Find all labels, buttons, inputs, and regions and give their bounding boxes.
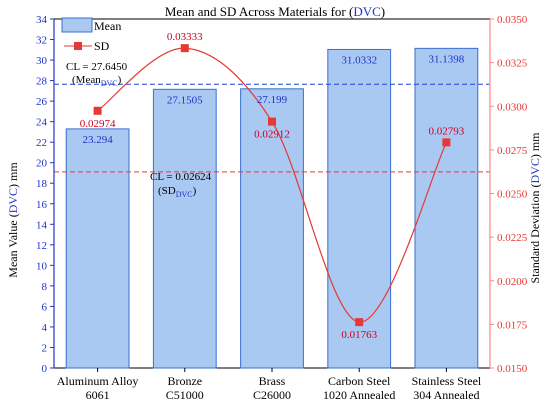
- cl-sd-label-line1: CL = 0.02624: [150, 171, 212, 183]
- control-lines: [54, 83, 490, 173]
- cl-sd-label-sub: DVC: [176, 190, 193, 199]
- bar-data-label: 27.1505: [167, 94, 203, 106]
- sd-marker: [93, 106, 102, 115]
- sd-curve: [97, 47, 447, 323]
- y-left-tick-label: 0: [42, 363, 48, 375]
- y-right-tick-label: 0.0175: [497, 319, 528, 331]
- bar-mean: [65, 128, 130, 369]
- y-left-tick-label: 26: [36, 96, 48, 108]
- y-right-tick-label: 0.0300: [497, 101, 528, 113]
- bar-mean: [240, 88, 304, 369]
- x-tick-label: Stainless Steel: [412, 374, 482, 388]
- y-right-title-highlight: DVC: [528, 158, 542, 183]
- y-right-tick-label: 0.0250: [497, 189, 528, 201]
- y-axis-right-title: Standard Deviation (DVC) mm: [528, 132, 542, 284]
- sd-data-label: 0.01763: [341, 329, 377, 341]
- sd-series: [93, 44, 451, 327]
- y-left-tick-label: 6: [42, 301, 48, 313]
- axes: 02468101214161820222426283032340.01500.0…: [36, 14, 528, 402]
- x-tick-label: Brass: [259, 374, 286, 388]
- y-right-tick-label: 0.0150: [497, 363, 528, 375]
- x-tick-label-line2: C51000: [166, 388, 204, 402]
- sd-marker: [268, 117, 276, 126]
- x-tick-label: Carbon Steel: [328, 374, 391, 388]
- legend: Mean SD: [61, 17, 121, 53]
- bar-mean: [327, 48, 392, 369]
- data-labels: 23.294 27.1505 27.199 31.0332 31.1398 0.02974…: [80, 31, 465, 341]
- y-left-tick-label: 8: [42, 281, 48, 293]
- y-left-tick-label: 32: [36, 35, 47, 47]
- control-line-annotations: CL = 27.6450 (MeanDVC) CL = 0.02624 (SDD…: [66, 61, 212, 199]
- chart-title-pre: Mean and SD Across Materials for (: [165, 4, 353, 19]
- cl-mean-label-line2: (MeanDVC): [72, 74, 122, 88]
- sd-marker: [442, 138, 451, 147]
- y-right-title-post: ) mm: [528, 132, 542, 158]
- y-left-tick-label: 34: [36, 14, 48, 26]
- y-left-tick-label: 18: [36, 178, 48, 190]
- x-tick-label: Bronze: [167, 374, 202, 388]
- y-left-title-pre: Mean Value (: [6, 213, 20, 277]
- y-left-tick-label: 30: [36, 55, 48, 67]
- sd-data-label: 0.02974: [80, 118, 116, 130]
- cl-mean-label-end: ): [118, 74, 122, 86]
- legend-mean-swatch: [61, 17, 93, 33]
- x-tick-label: Aluminum Alloy: [57, 374, 139, 388]
- y-left-tick-label: 2: [42, 342, 48, 354]
- x-tick-label-line2: 6061: [86, 388, 110, 402]
- legend-sd-label: SD: [94, 39, 110, 53]
- y-right-tick-label: 0.0200: [497, 276, 528, 288]
- chart-title: Mean and SD Across Materials for (DVC): [165, 4, 385, 19]
- bar-data-label: 23.294: [82, 134, 113, 146]
- bar-mean: [414, 47, 479, 369]
- x-tick-label-line2: 304 Annealed: [413, 388, 479, 402]
- sd-data-label: 0.02912: [254, 129, 290, 141]
- sd-data-label: 0.02793: [429, 125, 465, 137]
- y-right-title-pre: Standard Deviation (: [528, 184, 542, 284]
- cl-sd-label-main: (SD: [158, 185, 176, 197]
- cl-sd-label-end: ): [193, 185, 197, 197]
- bar-data-label: 31.1398: [429, 53, 465, 65]
- y-left-tick-label: 20: [36, 158, 48, 170]
- x-tick-label-line2: 1020 Annealed: [323, 388, 395, 402]
- sd-marker: [180, 44, 189, 53]
- cl-mean-label-main: (Mean: [72, 74, 101, 86]
- bar-data-label: 27.199: [257, 94, 288, 106]
- y-axis-left-title: Mean Value (DVC) mm: [6, 162, 20, 278]
- x-tick-label-line2: C26000: [253, 388, 291, 402]
- y-right-tick-label: 0.0350: [497, 14, 528, 26]
- y-right-tick-label: 0.0275: [497, 145, 528, 157]
- y-left-tick-label: 28: [36, 76, 48, 88]
- y-left-tick-label: 12: [36, 240, 47, 252]
- y-left-tick-label: 10: [36, 260, 48, 272]
- y-left-tick-label: 22: [36, 137, 47, 149]
- y-right-tick-label: 0.0325: [497, 58, 528, 70]
- cl-mean-label-line1: CL = 27.6450: [66, 61, 128, 73]
- legend-mean-label: Mean: [94, 19, 121, 33]
- cl-sd-label-line2: (SDDVC): [158, 185, 197, 199]
- bar-data-label: 31.0332: [341, 54, 377, 66]
- cl-mean-label-sub: DVC: [101, 79, 118, 88]
- bar-series: [65, 47, 479, 369]
- y-left-tick-label: 4: [42, 322, 48, 334]
- bar-mean: [152, 88, 217, 369]
- sd-data-label: 0.03333: [167, 31, 203, 43]
- y-left-tick-label: 24: [36, 117, 48, 129]
- y-left-tick-label: 16: [36, 199, 48, 211]
- y-left-title-highlight: DVC: [6, 188, 20, 213]
- sd-marker: [355, 318, 364, 327]
- chart-title-post: ): [381, 4, 385, 19]
- y-left-title-post: ) mm: [6, 162, 20, 188]
- y-right-tick-label: 0.0225: [497, 232, 528, 244]
- chart-title-highlight: DVC: [353, 4, 380, 19]
- y-left-tick-label: 14: [36, 219, 48, 231]
- legend-sd-marker: [74, 42, 82, 50]
